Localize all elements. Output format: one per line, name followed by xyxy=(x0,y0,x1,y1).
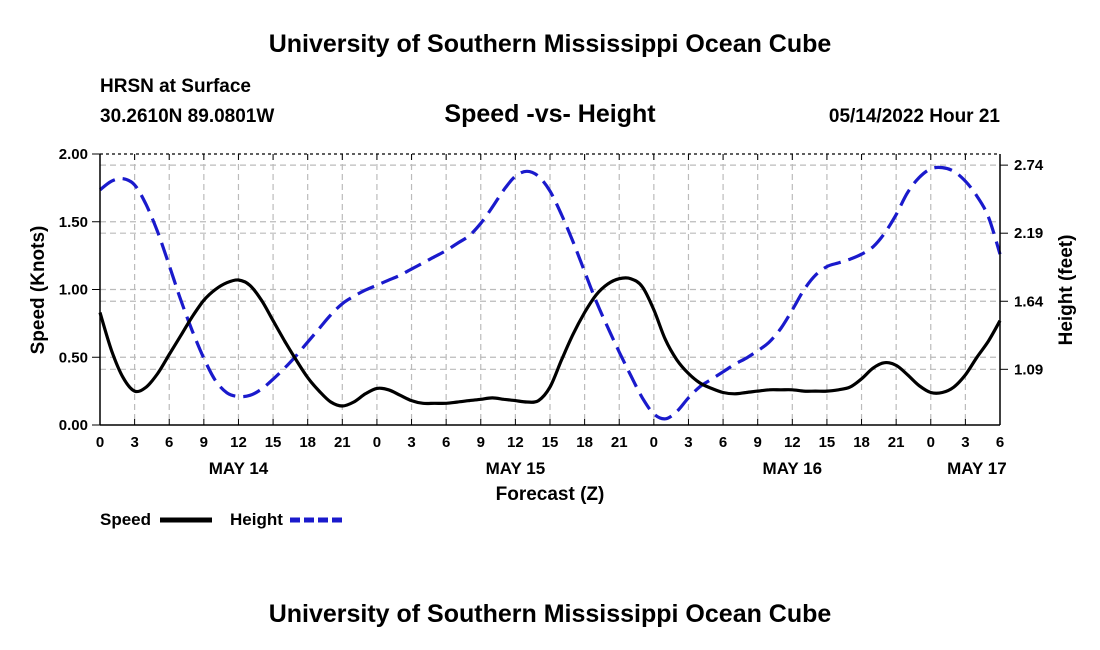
y-tick-label: 0.00 xyxy=(59,417,88,434)
x-tick-label: 12 xyxy=(230,434,247,451)
date-label: MAY 14 xyxy=(209,459,269,478)
legend-speed-label: Speed xyxy=(100,510,151,529)
x-tick-label: 21 xyxy=(334,434,351,451)
station-label: HRSN at Surface xyxy=(100,76,251,97)
page-title: University of Southern Mississippi Ocean… xyxy=(268,30,832,58)
speed-series-line xyxy=(98,276,1002,408)
x-tick-label: 18 xyxy=(299,434,316,451)
x-tick-label: 0 xyxy=(96,434,104,451)
x-axis-title: Forecast (Z) xyxy=(496,484,605,505)
footer-title: University of Southern Mississippi Ocean… xyxy=(268,600,832,628)
x-tick-label: 6 xyxy=(442,434,450,451)
height-series-line xyxy=(98,165,1002,421)
x-tick-label: 3 xyxy=(407,434,415,451)
x-tick-label: 12 xyxy=(507,434,524,451)
chart-title: Speed -vs- Height xyxy=(444,100,656,128)
station-coordinates: 30.2610N 89.0801W xyxy=(100,106,275,127)
y-axis-title: Speed (Knots) xyxy=(28,226,49,355)
y2-tick-label: 2.74 xyxy=(1014,157,1044,174)
y-tick-label: 0.50 xyxy=(59,349,88,366)
x-tick-label: 9 xyxy=(754,434,762,451)
x-tick-label: 21 xyxy=(611,434,628,451)
x-tick-label: 6 xyxy=(996,434,1004,451)
x-tick-label: 21 xyxy=(888,434,905,451)
x-tick-label: 3 xyxy=(130,434,138,451)
x-tick-label: 6 xyxy=(165,434,173,451)
x-tick-label: 0 xyxy=(927,434,935,451)
x-tick-label: 9 xyxy=(477,434,485,451)
y2-axis-title: Height (feet) xyxy=(1056,235,1077,346)
date-label: MAY 16 xyxy=(763,459,823,478)
forecast-datetime: 05/14/2022 Hour 21 xyxy=(828,106,1000,127)
x-tick-label: 18 xyxy=(853,434,870,451)
y-tick-label: 2.00 xyxy=(59,146,88,163)
x-tick-label: 6 xyxy=(719,434,727,451)
legend-height-label: Height xyxy=(230,510,283,529)
x-tick-label: 12 xyxy=(784,434,801,451)
y-tick-label: 1.50 xyxy=(59,214,88,231)
chart-series xyxy=(98,165,1002,421)
x-tick-label: 15 xyxy=(265,434,282,451)
x-tick-label: 0 xyxy=(650,434,658,451)
legend: Speed Height xyxy=(100,510,343,529)
y2-tick-label: 2.19 xyxy=(1014,225,1043,242)
chart-grid xyxy=(100,154,1000,425)
y-tick-label: 1.00 xyxy=(59,282,88,299)
y2-tick-label: 1.09 xyxy=(1014,361,1043,378)
date-label: MAY 17 xyxy=(947,459,1007,478)
chart-axes xyxy=(92,153,1008,426)
x-tick-label: 0 xyxy=(373,434,381,451)
x-tick-label: 18 xyxy=(576,434,593,451)
date-label: MAY 15 xyxy=(486,459,546,478)
x-tick-label: 3 xyxy=(684,434,692,451)
x-tick-label: 15 xyxy=(819,434,836,451)
chart-labels: 0 3 6 9 12 15 18 21 0 3 6 9 12 15 18 21 0 3 6 9 12 15 18 21 0 3 6 0… xyxy=(59,146,1044,478)
x-tick-label: 9 xyxy=(200,434,208,451)
y2-tick-label: 1.64 xyxy=(1014,293,1044,310)
x-tick-label: 15 xyxy=(542,434,559,451)
x-tick-label: 3 xyxy=(961,434,969,451)
